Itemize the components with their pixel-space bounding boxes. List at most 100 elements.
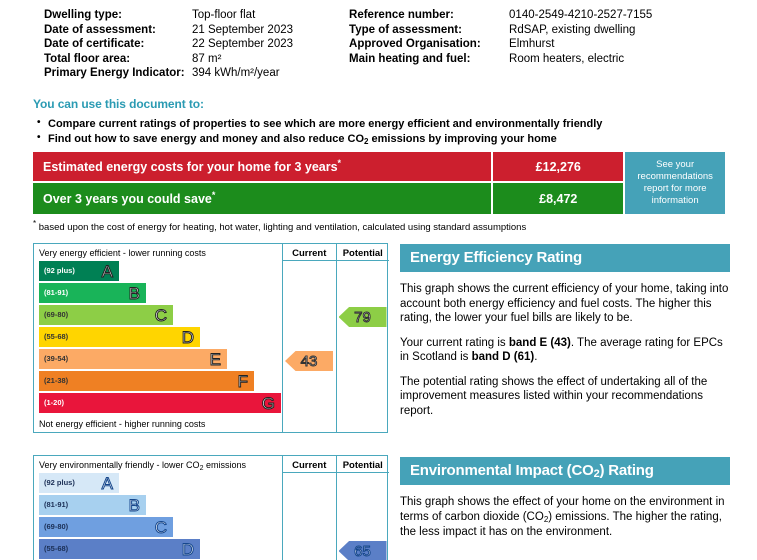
rating-band-d: (55-68) D [39, 539, 200, 559]
co2-heading-post: ) Rating [599, 462, 654, 479]
energy-panel-rating-sentence: Your current rating is band E (43). The … [400, 336, 730, 365]
energy-chart-bottom-caption: Not energy efficient - higher running co… [39, 419, 206, 429]
header-right-column: Reference number: Type of assessment: Ap… [349, 8, 652, 81]
date-of-assessment-label: Date of assessment: [44, 23, 156, 36]
main-heating-and-fuel-label: Main heating and fuel: [349, 52, 471, 65]
rating-average-band: band D (61) [471, 351, 535, 363]
header-right-values: 0140-2549-4210-2527-7155 RdSAP, existing… [509, 8, 652, 81]
dwelling-type-label: Dwelling type: [44, 9, 122, 21]
co2-heading-sub: 2 [593, 468, 600, 480]
header-left-values: Top-floor flat 21 September 2023 22 Sept… [192, 8, 293, 81]
environmental-impact-panel: Environmental Impact (CO2) Rating This g… [400, 457, 730, 540]
band-letter-c: C [154, 305, 167, 325]
rating-band-c: (69-80) C [39, 305, 173, 325]
rating-band-a: (92 plus) A [39, 473, 119, 493]
estimated-costs-value: £12,276 [491, 152, 623, 181]
energy-panel-paragraph-2: The potential rating shows the effect of… [400, 375, 708, 417]
estimated-costs-asterisk: * [337, 158, 342, 169]
potential-savings-asterisk: * [211, 190, 216, 201]
band-letter-a: A [101, 261, 113, 281]
co2-para-b: ) emissions. The higher the rating, the … [400, 510, 722, 539]
energy-panel-heading: Energy Efficiency Rating [400, 244, 730, 272]
type-of-assessment-label: Type of assessment: [349, 23, 462, 36]
header-right-labels: Reference number: Type of assessment: Ap… [349, 8, 509, 81]
rating-band-a: (92 plus) A [39, 261, 119, 281]
rating-band-f: (21-38) F [39, 371, 254, 391]
environmental-impact-rating-chart: Very environmentally friendly - lower CO… [33, 455, 389, 560]
co2-para-a: This graph shows the effect of your home… [400, 496, 725, 523]
rating-band-b: (81-91) B [39, 283, 146, 303]
band-letter-e: E [209, 349, 221, 369]
energy-chart-bars: (92 plus) A (81-91) B (69-80) C (55-68) D (39-54… [34, 261, 387, 413]
rating-band-g: (1-20) G [39, 393, 281, 413]
use-bullet-1: Compare current ratings of properties to… [36, 116, 736, 132]
band-letter-d: D [181, 539, 194, 559]
primary-energy-indicator-label: Primary Energy Indicator: [44, 67, 185, 80]
rating-band-d: (55-68) D [39, 327, 200, 347]
potential-savings-label-text: Over 3 years you could save [43, 192, 212, 207]
costs-footnote: * based upon the cost of energy for heat… [33, 219, 526, 233]
rating-band-b: (81-91) B [39, 495, 146, 515]
use-bullet-1-text: Compare current ratings of properties to… [48, 118, 603, 130]
main-heating-and-fuel-value: Room heaters, electric [509, 52, 625, 65]
co2-chart-top-caption: Very environmentally friendly - lower CO… [39, 460, 246, 472]
co2-heading-pre: Environmental Impact (CO [410, 462, 594, 479]
band-letter-g: G [261, 393, 275, 413]
date-of-assessment-value: 21 September 2023 [192, 23, 294, 36]
total-floor-area-value: 87 m² [192, 52, 222, 65]
rating-middle: . The average rating for EPCs in Scotlan… [400, 336, 723, 364]
energy-costs-table: Estimated energy costs for your home for… [33, 152, 725, 214]
recommendations-note: See your recommendations report for more… [625, 152, 725, 214]
band-range-g: (1-20) [44, 398, 65, 408]
band-letter-b: B [128, 283, 140, 303]
estimated-costs-row: Estimated energy costs for your home for… [33, 152, 624, 183]
primary-energy-indicator-value: 394 kWh/m²/year [192, 67, 280, 80]
potential-savings-label: Over 3 years you could save* [33, 190, 491, 206]
total-floor-area-label: Total floor area: [44, 52, 131, 65]
costs-footnote-text: * based upon the cost of energy for heat… [33, 219, 527, 234]
band-range-a: (92 plus) [44, 478, 75, 488]
header-left-labels: Dwelling type: Date of assessment: Date … [44, 8, 192, 81]
date-of-certificate-value: 22 September 2023 [192, 38, 294, 51]
potential-savings-value: £8,472 [491, 183, 623, 214]
energy-efficiency-panel: Energy Efficiency Rating This graph show… [400, 244, 730, 418]
use-bullet-2: Find out how to save energy and money an… [36, 131, 736, 148]
energy-chart-top-caption: Very energy efficient - lower running co… [39, 248, 206, 258]
energy-efficiency-rating-chart: Very energy efficient - lower running co… [33, 243, 389, 433]
band-letter-a: A [101, 473, 113, 493]
band-letter-f: F [237, 371, 248, 391]
estimated-costs-label-text: Estimated energy costs for your home for… [43, 160, 338, 175]
band-range-c: (69-80) [44, 522, 69, 532]
band-range-e: (39-54) [44, 354, 69, 364]
band-letter-b: B [128, 495, 140, 515]
band-range-b: (81-91) [44, 500, 69, 510]
use-document-title: You can use this document to: [33, 97, 204, 111]
header-left-column: Dwelling type: Date of assessment: Date … [44, 8, 293, 81]
rating-suffix: . [534, 351, 538, 363]
date-of-certificate-label: Date of certificate: [44, 38, 145, 51]
reference-number-value: 0140-2549-4210-2527-7155 [509, 9, 653, 21]
use-document-bullets: Compare current ratings of properties to… [36, 116, 736, 148]
type-of-assessment-value: RdSAP, existing dwelling [509, 23, 636, 36]
band-range-d: (55-68) [44, 332, 69, 342]
rating-prefix: Your current rating is [400, 336, 509, 349]
estimated-costs-label: Estimated energy costs for your home for… [33, 158, 491, 174]
band-range-d: (55-68) [44, 544, 69, 554]
potential-savings-row: Over 3 years you could save* £8,472 [33, 183, 624, 214]
use-bullet-2-text: Find out how to save energy and money an… [48, 132, 557, 146]
co2-panel-paragraph-1: This graph shows the effect of your home… [400, 495, 730, 540]
band-letter-d: D [181, 327, 194, 347]
dwelling-type-value: Top-floor flat [192, 9, 256, 21]
rating-band-e: (39-54) E [39, 349, 227, 369]
rating-current-band: band E (43) [508, 336, 571, 349]
reference-number-label: Reference number: [349, 9, 454, 21]
energy-costs-rows: Estimated energy costs for your home for… [33, 152, 624, 214]
approved-organisation-label: Approved Organisation: [349, 38, 481, 51]
band-range-c: (69-80) [44, 310, 69, 320]
co2-para-sub: 2 [543, 514, 549, 524]
approved-organisation-value: Elmhurst [509, 38, 555, 51]
band-letter-c: C [154, 517, 167, 537]
co2-panel-heading: Environmental Impact (CO2) Rating [400, 457, 730, 485]
band-range-a: (92 plus) [44, 266, 75, 276]
